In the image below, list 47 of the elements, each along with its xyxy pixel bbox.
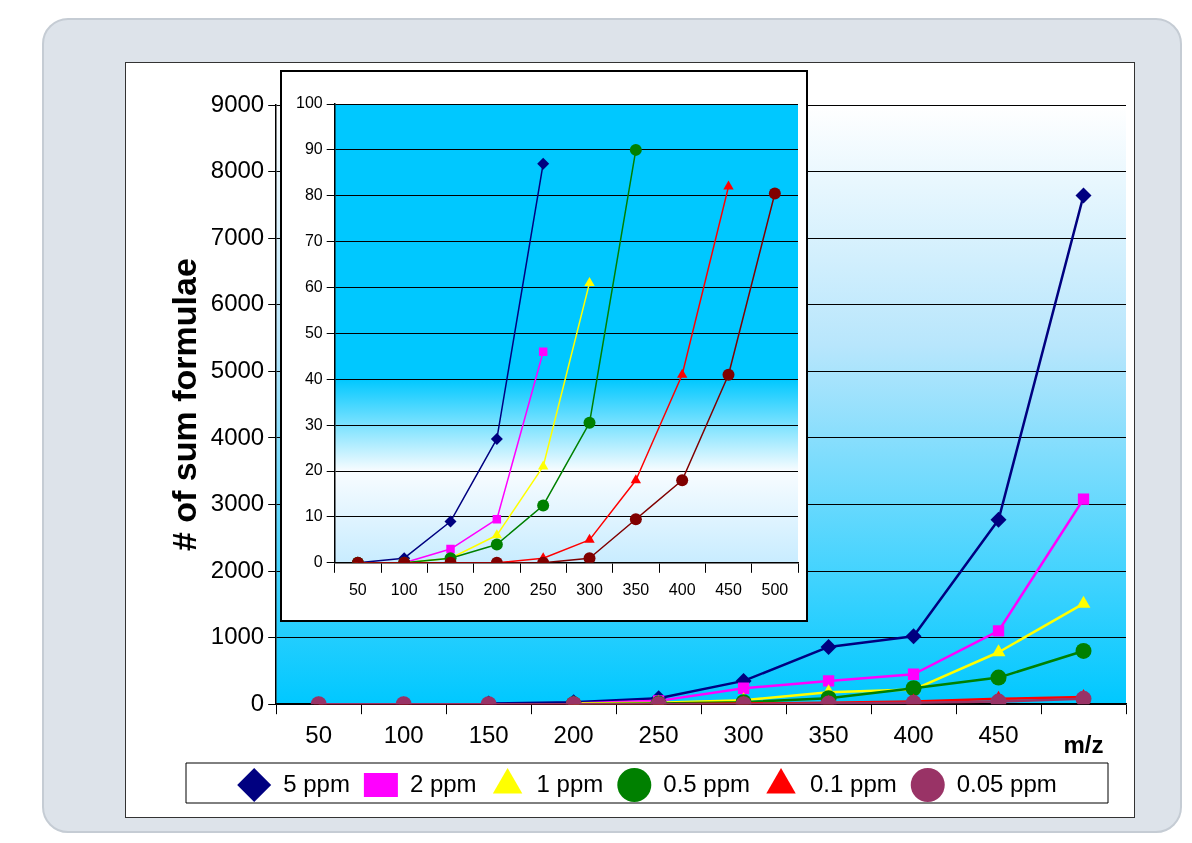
y-tick-label: 60 bbox=[304, 277, 323, 295]
x-tick-label: 150 bbox=[437, 580, 464, 598]
y-tick-label: 80 bbox=[304, 186, 323, 204]
y-tick-label: 90 bbox=[304, 140, 323, 158]
y-axis-title: # of sum formulae bbox=[164, 258, 203, 552]
x-tick-label: 300 bbox=[723, 721, 764, 749]
y-tick-label: 4000 bbox=[210, 422, 265, 450]
y-tick-label: 9000 bbox=[210, 89, 265, 117]
x-tick-label: 200 bbox=[553, 721, 594, 749]
y-tick-label: 70 bbox=[304, 232, 323, 250]
legend-label: 5 ppm bbox=[283, 769, 350, 797]
legend-label: 0.5 ppm bbox=[663, 769, 751, 797]
y-tick-label: 30 bbox=[304, 415, 323, 433]
y-tick-label: 0 bbox=[250, 688, 265, 716]
x-tick-label: 50 bbox=[348, 580, 367, 598]
x-tick-label: 400 bbox=[893, 721, 934, 749]
x-tick-label: 400 bbox=[668, 580, 696, 598]
x-tick-label: 100 bbox=[390, 580, 418, 598]
y-tick-label: 3000 bbox=[210, 489, 265, 517]
y-tick-label: 2000 bbox=[210, 555, 265, 583]
y-tick-label: 5000 bbox=[210, 355, 265, 383]
y-tick-label: 8000 bbox=[210, 156, 265, 184]
x-tick-label: 300 bbox=[576, 580, 603, 598]
y-tick-label: 20 bbox=[304, 461, 323, 479]
y-tick-label: 40 bbox=[304, 369, 323, 387]
y-tick-label: 6000 bbox=[210, 289, 265, 317]
x-tick-label: 100 bbox=[383, 721, 424, 749]
x-tick-label: 450 bbox=[715, 580, 742, 598]
x-tick-label: 250 bbox=[529, 580, 557, 598]
y-tick-label: 50 bbox=[304, 323, 323, 341]
x-axis-title: m/z bbox=[1063, 730, 1104, 758]
legend-label: 2 ppm bbox=[409, 769, 477, 797]
legend-label: 0.05 ppm bbox=[956, 769, 1057, 797]
x-tick-label: 150 bbox=[468, 721, 509, 749]
x-tick-label: 200 bbox=[483, 580, 511, 598]
y-tick-label: 7000 bbox=[210, 222, 265, 250]
x-tick-label: 500 bbox=[761, 580, 789, 598]
y-tick-label: 0 bbox=[313, 553, 323, 571]
x-tick-label: 250 bbox=[638, 721, 679, 749]
x-tick-label: 450 bbox=[978, 721, 1019, 749]
legend-label: 1 ppm bbox=[536, 769, 604, 797]
y-tick-label: 10 bbox=[304, 507, 323, 525]
x-tick-label: 350 bbox=[622, 580, 650, 598]
legend-label: 0.1 ppm bbox=[810, 769, 897, 797]
y-tick-label: 1000 bbox=[210, 622, 265, 650]
x-tick-label: 350 bbox=[808, 721, 849, 749]
y-tick-label: 100 bbox=[295, 94, 323, 112]
